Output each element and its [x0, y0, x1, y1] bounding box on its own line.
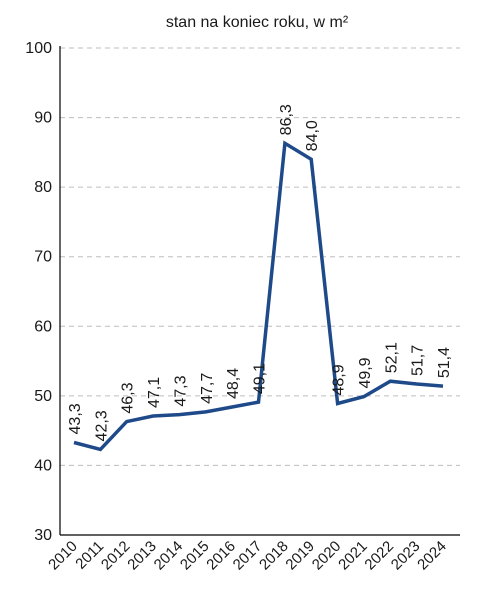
x-tick-label: 2015 [177, 538, 213, 574]
series-line [73, 140, 444, 452]
y-tick-label: 40 [34, 457, 52, 474]
data-label: 49,9 [357, 357, 374, 388]
data-label: 46,3 [120, 382, 137, 413]
x-tick-label: 2011 [72, 538, 107, 573]
x-tick-label: 2018 [256, 538, 292, 574]
data-label: 42,3 [93, 410, 110, 441]
y-tick-label: 50 [34, 388, 52, 405]
y-tick-label: 100 [25, 40, 52, 57]
data-label: 49,1 [252, 363, 269, 394]
x-tick-label: 2012 [98, 538, 134, 574]
data-label: 86,3 [278, 104, 295, 135]
data-label: 51,4 [436, 347, 453, 378]
data-series [73, 140, 444, 452]
data-label: 43,3 [67, 403, 84, 434]
axes [59, 46, 460, 536]
data-label: 47,7 [199, 373, 216, 404]
x-tick-label: 2024 [414, 538, 450, 574]
data-label: 51,7 [410, 345, 427, 376]
grid-lines [60, 47, 460, 466]
data-label: 52,1 [383, 342, 400, 373]
chart-title: stan na koniec roku, w m² [166, 14, 349, 31]
y-tick-label: 30 [34, 527, 52, 544]
data-labels: 43,3 42,3 46,3 47,1 47,3 47,7 48,4 49,1 86,3 84,0… [67, 104, 453, 441]
y-tick-label: 80 [34, 179, 52, 196]
data-label: 47,1 [146, 377, 163, 408]
x-axis-tick-labels: 2010201120122013201420152016201720182019… [45, 538, 450, 574]
x-tick-label: 2019 [282, 538, 318, 574]
y-tick-label: 90 [34, 110, 52, 127]
x-tick-label: 2014 [151, 538, 187, 574]
data-label: 47,3 [172, 375, 189, 406]
x-tick-label: 2013 [124, 538, 160, 574]
data-label: 48,9 [331, 364, 348, 395]
x-tick-label: 2020 [309, 538, 345, 574]
x-tick-label: 2016 [203, 538, 239, 574]
data-label: 48,4 [225, 368, 242, 399]
y-axis-tick-labels: 30 40 50 60 70 80 90 100 [25, 40, 52, 544]
x-tick-label: 2021 [335, 538, 371, 574]
x-tick-label: 2022 [361, 538, 397, 574]
data-label: 84,0 [304, 120, 321, 151]
y-tick-label: 60 [34, 318, 52, 335]
y-tick-label: 70 [34, 249, 52, 266]
x-tick-label: 2023 [388, 538, 424, 574]
x-tick-label: 2017 [230, 538, 266, 574]
